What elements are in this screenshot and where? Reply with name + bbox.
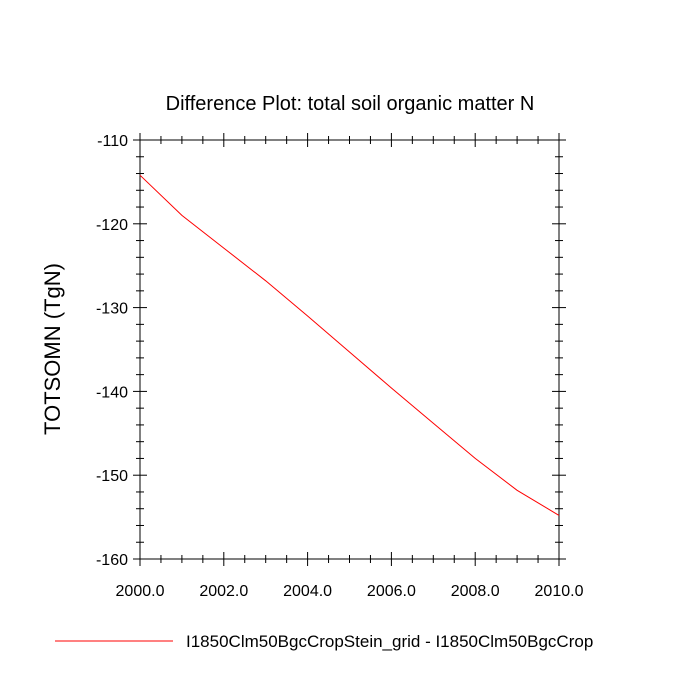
legend-label: I1850Clm50BgcCropStein_grid - I1850Clm50…	[186, 632, 593, 651]
x-axis-ticks: 2000.0 2002.0 2004.0 2006.0 2008.0 2010.0	[116, 133, 584, 600]
x-tick-label: 2004.0	[283, 583, 332, 600]
x-tick-label: 2006.0	[367, 583, 416, 600]
series-layer	[139, 174, 560, 516]
y-tick-label: -120	[96, 217, 128, 234]
y-tick-label: -160	[96, 552, 128, 569]
chart-title: Difference Plot: total soil organic matt…	[166, 93, 535, 115]
x-tick-label: 2008.0	[451, 583, 500, 600]
y-tick-label: -140	[96, 384, 128, 401]
y-axis-label: TOTSOMN (TgN)	[40, 263, 65, 435]
x-tick-label: 2002.0	[199, 583, 248, 600]
y-tick-label: -150	[96, 468, 128, 485]
legend: I1850Clm50BgcCropStein_grid - I1850Clm50…	[55, 632, 593, 651]
plot-frame	[139, 139, 560, 560]
y-tick-label: -110	[97, 133, 128, 150]
y-tick-label: -130	[96, 301, 128, 318]
x-tick-label: 2000.0	[116, 583, 165, 600]
minor-ticks	[136, 136, 563, 563]
x-tick-label: 2010.0	[535, 583, 584, 600]
series-line	[139, 174, 560, 516]
y-axis-ticks: -160 -150 -140 -130 -120 -110	[96, 133, 566, 569]
